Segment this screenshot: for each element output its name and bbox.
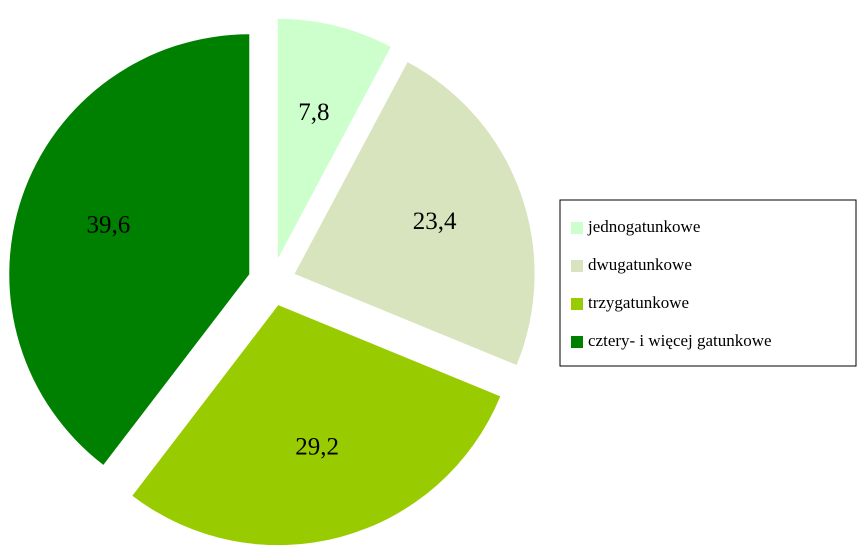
legend-label: trzygatunkowe: [588, 293, 689, 312]
pie-slice: [294, 62, 535, 366]
pie-slice: [9, 34, 250, 465]
legend-swatch: [571, 336, 583, 348]
legend-swatch: [571, 222, 583, 234]
data-label: 23,4: [413, 208, 457, 235]
legend-box: [559, 199, 857, 367]
legend-label: dwugatunkowe: [588, 255, 692, 274]
legend-label: jednogatunkowe: [587, 217, 700, 236]
legend-swatch: [571, 298, 583, 310]
legend-label: cztery- i więcej gatunkowe: [588, 331, 772, 350]
pie-slice: [277, 18, 391, 259]
pie-slice: [132, 305, 501, 546]
data-label: 39,6: [86, 211, 130, 238]
data-label: 7,8: [298, 99, 329, 126]
legend-swatch: [571, 260, 583, 272]
data-label: 29,2: [295, 434, 339, 461]
